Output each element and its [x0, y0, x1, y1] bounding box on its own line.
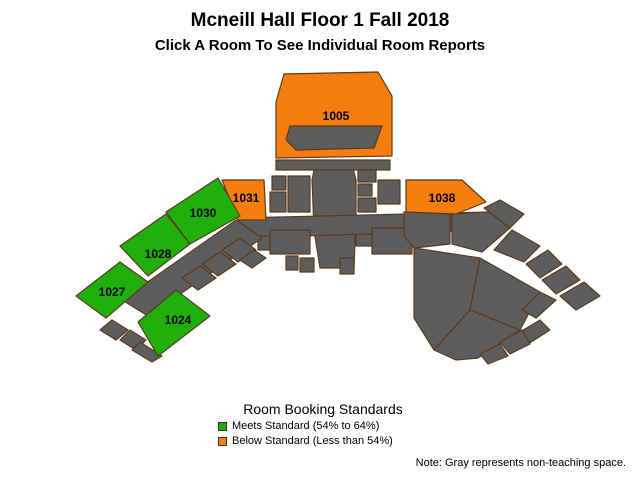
gray-space — [403, 211, 451, 249]
room-1005-label: 1005 — [323, 109, 350, 123]
gray-space — [201, 251, 237, 277]
room-1038-label: 1038 — [429, 191, 456, 205]
floor-plan-map: 1005 1031 1038 1030 1028 1027 1024 — [75, 71, 601, 365]
legend-label-below: Below Standard (Less than 54%) — [232, 435, 393, 447]
gray-space — [257, 235, 271, 251]
room-1028[interactable] — [119, 213, 191, 277]
room-1024[interactable] — [137, 289, 211, 357]
room-1031-label: 1031 — [233, 191, 260, 205]
legend-swatch-below — [218, 437, 227, 446]
legend-swatch-meets — [218, 422, 227, 431]
map-title: Mcneill Hall Floor 1 Fall 2018 — [190, 10, 450, 31]
gray-space — [239, 249, 267, 269]
teaching-rooms: 1005 1031 1038 1030 1028 1027 1024 — [75, 71, 487, 357]
gray-space — [357, 197, 377, 213]
room-1030-label: 1030 — [190, 206, 217, 220]
legend: Room Booking Standards Meets Standard (5… — [218, 401, 428, 449]
gray-space — [483, 199, 525, 229]
legend-item-meets: Meets Standard (54% to 64%) — [218, 419, 428, 434]
gray-space — [285, 125, 383, 151]
gray-space — [377, 179, 401, 205]
room-1024-label: 1024 — [165, 313, 192, 327]
gray-space — [451, 211, 511, 253]
gray-space — [99, 319, 129, 341]
gray-space — [479, 343, 509, 365]
gray-space — [339, 257, 355, 275]
gray-space — [275, 159, 391, 171]
gray-space — [559, 281, 601, 311]
gray-space — [285, 255, 299, 271]
gray-space — [287, 175, 311, 213]
gray-space — [269, 229, 311, 255]
non-teaching-spaces — [99, 159, 601, 365]
legend-item-below: Below Standard (Less than 54%) — [218, 434, 428, 449]
room-1028-label: 1028 — [145, 247, 172, 261]
gray-space — [499, 329, 531, 355]
gray-space — [269, 191, 287, 213]
gray-space — [521, 291, 557, 319]
gray-space-note: Note: Gray represents non-teaching space… — [415, 457, 626, 469]
room-1027-label: 1027 — [99, 285, 126, 299]
gray-space — [271, 175, 287, 191]
gray-space — [357, 183, 373, 197]
gray-space — [299, 257, 315, 273]
room-1038[interactable] — [405, 179, 487, 215]
gray-space — [181, 265, 217, 291]
gray-space — [541, 265, 581, 295]
gray-space — [221, 237, 257, 263]
legend-title: Room Booking Standards — [243, 401, 403, 417]
gray-space — [357, 169, 377, 183]
gray-space — [493, 229, 541, 263]
gray-space — [525, 249, 563, 279]
legend-label-meets: Meets Standard (54% to 64%) — [232, 420, 380, 432]
map-subtitle: Click A Room To See Individual Room Repo… — [154, 37, 486, 54]
room-1027[interactable] — [75, 261, 149, 319]
